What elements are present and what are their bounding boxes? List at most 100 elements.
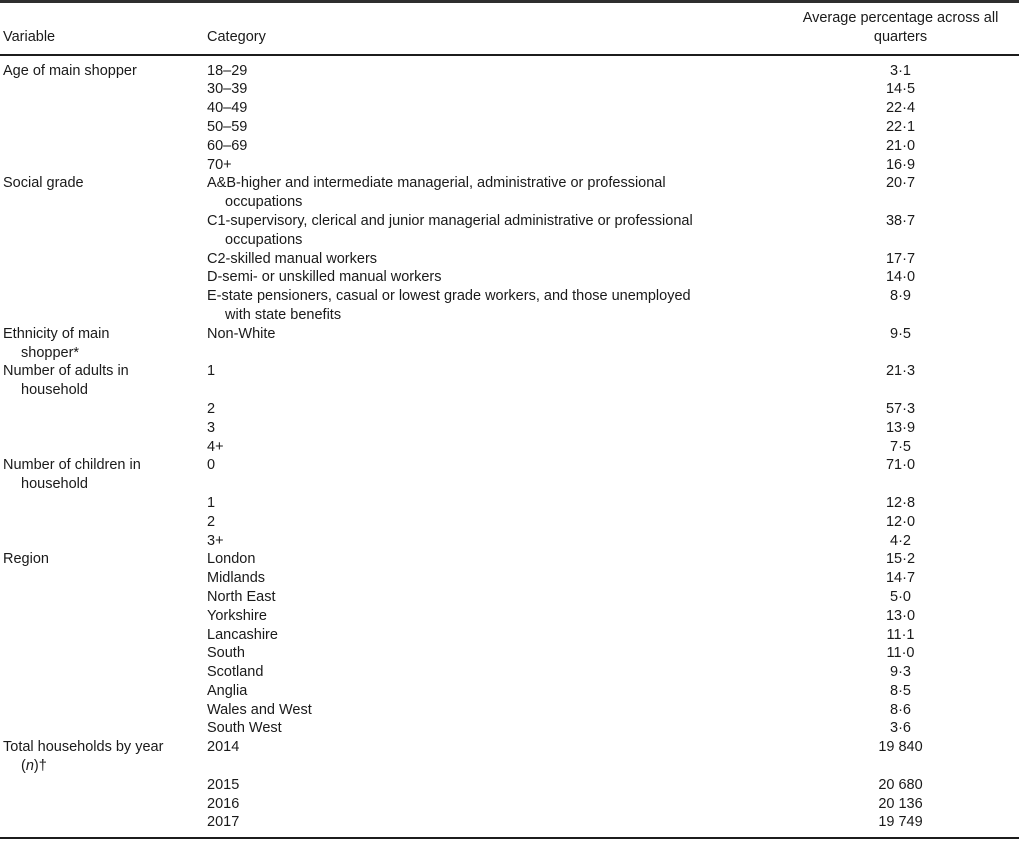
variable-cell [0, 438, 204, 457]
variable-cell [0, 588, 204, 607]
table-row: D-semi- or unskilled manual workers 14·0 [0, 268, 1019, 287]
value-cell: 14·5 [885, 81, 916, 98]
variable-cell [0, 118, 204, 137]
variable-cell [0, 156, 204, 175]
variable-cell [0, 701, 204, 720]
table-row: 2015 20 680 [0, 776, 1019, 795]
table-row: 30–39 14·5 [0, 80, 1019, 99]
value-cell: 3·6 [890, 720, 911, 737]
variable-cell [0, 682, 204, 701]
table-row: 70+ 16·9 [0, 156, 1019, 175]
value-cell: 22·4 [885, 100, 916, 117]
value-cell: 8·5 [890, 682, 911, 699]
value-cell: 19 749 [878, 814, 923, 831]
variable-cell [0, 268, 204, 287]
variable-cell [0, 719, 204, 738]
variable-cell: Ethnicity of main shopper* [3, 325, 110, 361]
category-cell: 2 [207, 513, 216, 530]
category-cell: 30–39 [207, 81, 248, 98]
table-row: Ethnicity of main shopper* Non-White 9·5 [0, 325, 1019, 363]
table-row: South 11·0 [0, 644, 1019, 663]
table-row: E-state pensioners, casual or lowest gra… [0, 287, 1019, 325]
table-row: South West 3·6 [0, 719, 1019, 738]
category-cell: South [207, 645, 245, 662]
table-row: 60–69 21·0 [0, 137, 1019, 156]
table-body: Age of main shopper 18–29 3·1 30–39 14·5 40–4… [0, 55, 1019, 839]
category-cell: 40–49 [207, 100, 248, 117]
variable-cell [0, 813, 204, 838]
category-cell: 1 [207, 363, 216, 380]
variable-cell: Social grade [3, 175, 84, 192]
category-cell: 2015 [207, 776, 240, 793]
variable-cell [0, 607, 204, 626]
header-row: Variable Category Average percentage acr… [0, 1, 1019, 56]
table-header: Variable Category Average percentage acr… [0, 1, 1019, 56]
variable-cell [0, 644, 204, 663]
value-cell: 16·9 [885, 156, 916, 173]
table-row: Region London 15·2 [0, 550, 1019, 569]
category-cell: A&B-higher and intermediate managerial, … [207, 175, 666, 211]
value-cell: 8·9 [890, 288, 911, 305]
value-cell: 57·3 [885, 400, 916, 417]
variable-cell [0, 80, 204, 99]
table-row: C1-supervisory, clerical and junior mana… [0, 212, 1019, 250]
category-cell: Non-White [207, 325, 276, 342]
category-cell: 2017 [207, 814, 240, 831]
value-cell: 71·0 [885, 457, 916, 474]
category-cell: 2016 [207, 795, 240, 812]
value-cell: 3·1 [890, 62, 911, 79]
variable-cell [0, 212, 204, 250]
variable-cell [0, 250, 204, 269]
category-cell: 3+ [207, 532, 224, 549]
table-row: 40–49 22·4 [0, 99, 1019, 118]
category-cell: Lancashire [207, 626, 278, 643]
variable-cell [0, 99, 204, 118]
variable-cell: Age of main shopper [3, 62, 137, 79]
value-cell: 17·7 [885, 250, 916, 267]
value-cell: 4·2 [890, 532, 911, 549]
category-cell: Yorkshire [207, 607, 267, 624]
value-cell: 15·2 [885, 551, 916, 568]
table-row: Lancashire 11·1 [0, 626, 1019, 645]
category-cell: North East [207, 588, 276, 605]
table-row: Age of main shopper 18–29 3·1 [0, 55, 1019, 81]
table-row: North East 5·0 [0, 588, 1019, 607]
category-cell: 60–69 [207, 137, 248, 154]
variable-cell [0, 626, 204, 645]
value-cell: 22·1 [885, 118, 916, 135]
value-cell: 11·1 [886, 626, 915, 643]
category-cell: Midlands [207, 570, 266, 587]
table-row: 2 57·3 [0, 400, 1019, 419]
value-cell: 9·3 [890, 664, 911, 681]
category-cell: C2-skilled manual workers [207, 250, 378, 267]
variable-cell [0, 400, 204, 419]
category-cell: 2 [207, 400, 216, 417]
table-row: 50–59 22·1 [0, 118, 1019, 137]
value-cell: 11·0 [886, 645, 915, 662]
value-cell: 7·5 [890, 438, 911, 455]
category-cell: Wales and West [207, 701, 312, 718]
variable-cell: Number of adults in household [3, 363, 129, 399]
value-cell: 13·0 [885, 607, 916, 624]
variable-cell [0, 569, 204, 588]
header-variable: Variable [0, 1, 204, 56]
variable-cell: Total households by year (n)† [3, 739, 164, 775]
value-cell: 9·5 [890, 325, 911, 342]
category-cell: 50–59 [207, 118, 248, 135]
category-cell: 2014 [207, 739, 240, 756]
table-row: Number of children in household 0 71·0 [0, 456, 1019, 494]
table-row: 3 13·9 [0, 419, 1019, 438]
category-cell: D-semi- or unskilled manual workers [207, 269, 442, 286]
variable-cell [0, 776, 204, 795]
table-row: Social grade A&B-higher and intermediate … [0, 174, 1019, 212]
variable-cell [0, 494, 204, 513]
category-cell: 0 [207, 457, 216, 474]
value-cell: 12·8 [885, 494, 916, 511]
category-cell: C1-supervisory, clerical and junior mana… [207, 212, 693, 248]
variable-cell: Number of children in household [3, 457, 141, 493]
value-cell: 21·3 [885, 363, 916, 380]
value-cell: 21·0 [885, 137, 916, 154]
value-cell: 20 136 [878, 795, 923, 812]
value-cell: 20 680 [878, 776, 923, 793]
